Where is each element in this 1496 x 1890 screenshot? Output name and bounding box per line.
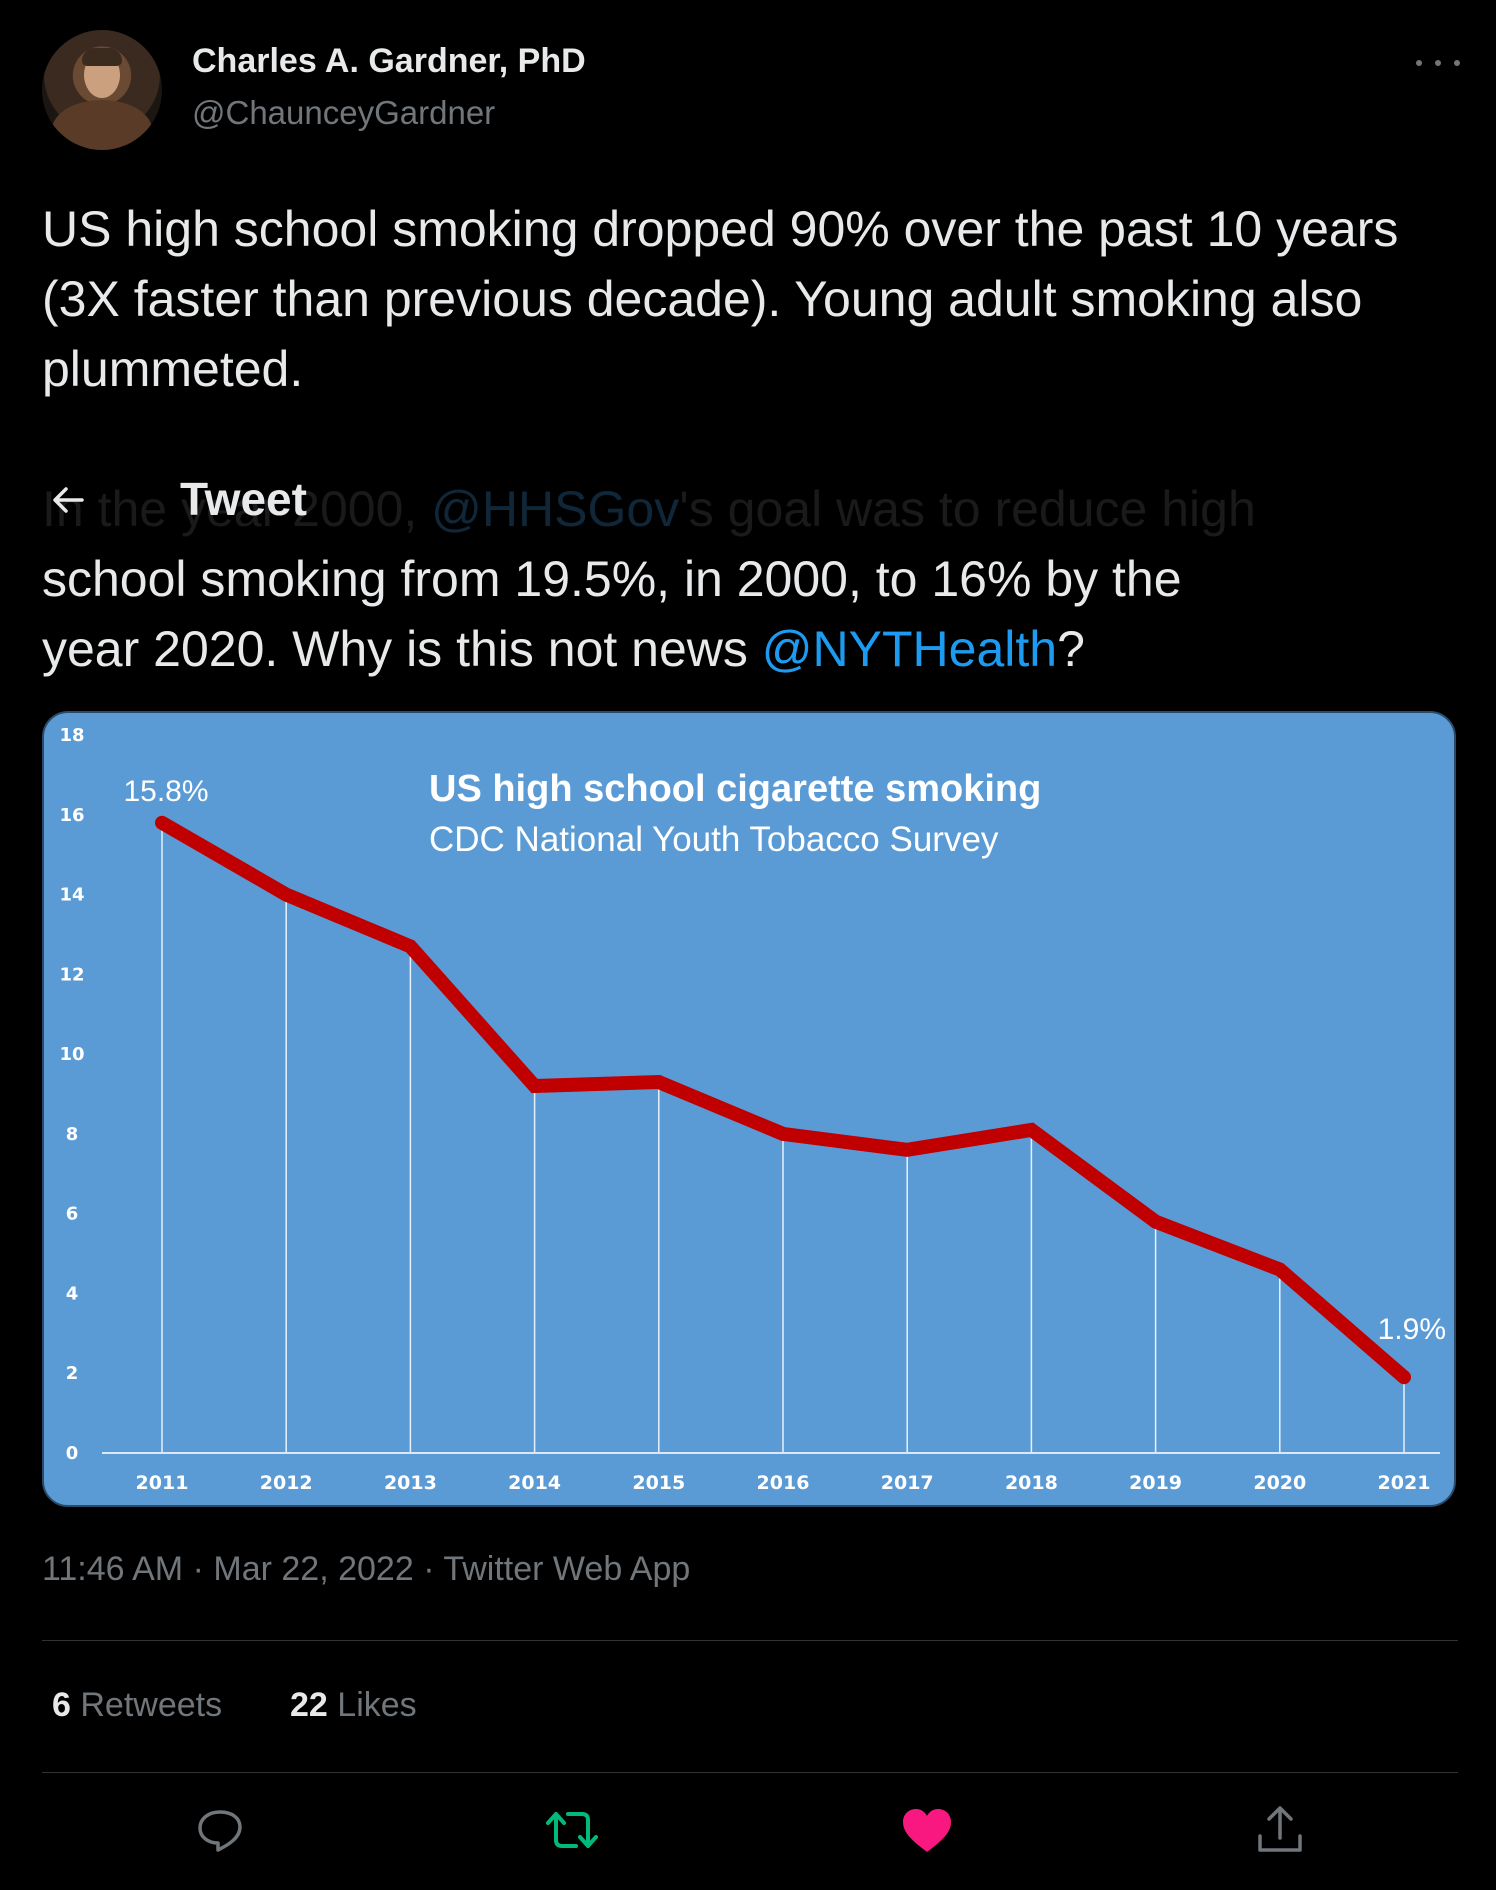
data-point: [408, 944, 413, 949]
y-tick-label: 16: [59, 805, 84, 826]
data-point: [1402, 1375, 1406, 1380]
avatar[interactable]: [42, 30, 162, 150]
x-tick-label: 2020: [1253, 1472, 1306, 1494]
y-tick-label: 10: [59, 1044, 84, 1065]
data-point: [1029, 1127, 1034, 1132]
more-options-icon[interactable]: [1410, 44, 1466, 80]
x-tick-label: 2018: [1005, 1472, 1058, 1494]
x-tick-label: 2011: [136, 1472, 189, 1494]
y-tick-label: 18: [59, 725, 84, 746]
x-tick-label: 2014: [508, 1472, 561, 1494]
chart-title: US high school cigarette smoking: [429, 768, 1041, 810]
author-handle[interactable]: @ChaunceyGardner: [192, 94, 496, 131]
data-point: [532, 1084, 537, 1089]
data-label: 1.9%: [1378, 1313, 1446, 1346]
divider: [42, 1640, 1458, 1641]
tweet-text-paragraph-1: US high school smoking dropped 90% over …: [42, 201, 1399, 397]
retweets-stat[interactable]: 6 Retweets: [52, 1686, 223, 1724]
x-tick-label: 2015: [632, 1472, 685, 1494]
y-tick-label: 0: [66, 1443, 79, 1464]
data-point: [656, 1080, 661, 1085]
heart-icon[interactable]: [897, 1800, 957, 1860]
divider: [42, 1772, 1458, 1773]
y-tick-label: 2: [66, 1363, 79, 1384]
data-point: [284, 892, 289, 897]
mention-nythealth[interactable]: @NYTHealth: [761, 621, 1058, 677]
tweet-source: Twitter Web App: [443, 1550, 691, 1588]
reply-icon[interactable]: [190, 1800, 250, 1860]
tweet-meta: 11:46 AM · Mar 22, 2022 · Twitter Web Ap…: [42, 1550, 691, 1588]
y-tick-label: 6: [66, 1204, 79, 1225]
tweet-date[interactable]: Mar 22, 2022: [213, 1550, 414, 1588]
data-point: [1153, 1219, 1158, 1224]
retweet-icon[interactable]: [542, 1800, 602, 1860]
x-tick-label: 2019: [1129, 1472, 1182, 1494]
x-tick-label: 2013: [384, 1472, 437, 1494]
x-tick-label: 2012: [260, 1472, 313, 1494]
data-label: 15.8%: [123, 775, 208, 808]
data-point: [1277, 1267, 1282, 1272]
back-arrow-icon[interactable]: [42, 474, 94, 526]
author-name[interactable]: Charles A. Gardner, PhD: [192, 42, 586, 80]
chart-image[interactable]: US high school cigarette smoking CDC Nat…: [42, 711, 1456, 1507]
tweet-text-line-2: school smoking from 19.5%, in 2000, to 1…: [42, 551, 1182, 607]
share-icon[interactable]: [1250, 1800, 1310, 1860]
line-chart: US high school cigarette smoking CDC Nat…: [59, 725, 1446, 1494]
y-tick-label: 8: [66, 1124, 79, 1145]
y-tick-label: 14: [59, 885, 84, 906]
mention-hhsgov[interactable]: @HHSGov: [431, 481, 680, 537]
tweet-text-line-obscured: In the year 2000, @HHSGov's goal was to …: [42, 481, 1256, 537]
x-tick-label: 2021: [1378, 1472, 1431, 1494]
y-tick-label: 4: [66, 1283, 79, 1304]
data-point: [905, 1147, 910, 1152]
tweet-text-line-3: year 2020. Why is this not news @NYTHeal…: [42, 621, 1085, 677]
likes-stat[interactable]: 22 Likes: [290, 1686, 417, 1724]
data-point: [160, 820, 164, 825]
tweet-time[interactable]: 11:46 AM: [42, 1550, 184, 1588]
x-tick-label: 2016: [757, 1472, 810, 1494]
chart-subtitle: CDC National Youth Tobacco Survey: [429, 820, 999, 859]
data-point: [781, 1131, 785, 1136]
y-tick-label: 12: [59, 964, 84, 985]
x-tick-label: 2017: [881, 1472, 934, 1494]
page-title: Tweet: [180, 473, 307, 525]
